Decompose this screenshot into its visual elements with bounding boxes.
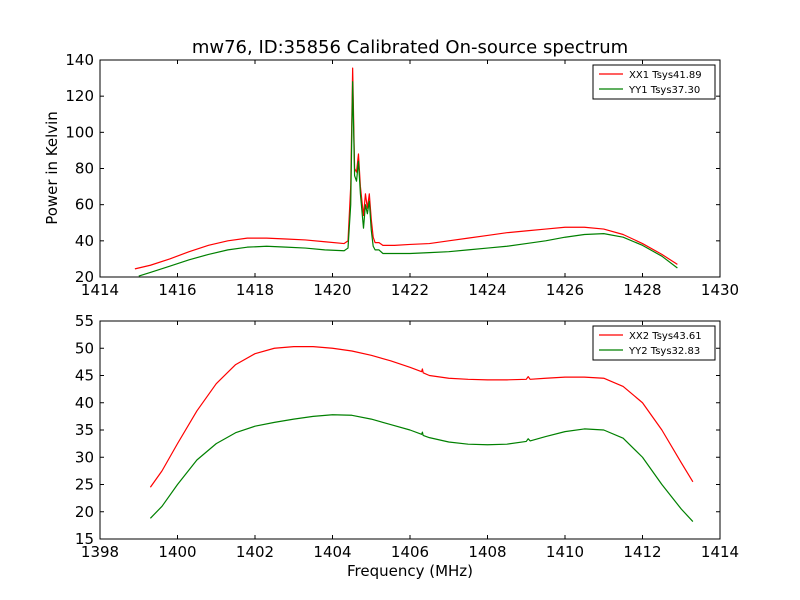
top-legend: XX1 Tsys41.89 YY1 Tsys37.30 (592, 64, 716, 100)
top-ticks-layer: 1414 1416 1418 1420 1422 1424 1426 1428 1430 20 40… (65, 51, 739, 299)
top-y-tick-label: 140 (65, 51, 94, 69)
top-x-tick-label: 1428 (623, 281, 661, 299)
top-series-line-0 (134, 67, 678, 270)
bottom-x-tick-label: 1402 (236, 543, 274, 561)
bottom-plot: 1398 1400 1402 1404 1406 1408 1410 1412 1414 15 20… (75, 312, 739, 561)
top-y-tick-label: 20 (75, 268, 94, 286)
top-y-axis-label: Power in Kelvin (43, 111, 61, 225)
bottom-y-tick-label: 40 (75, 394, 94, 412)
bottom-y-tick-label: 25 (75, 476, 94, 494)
top-series-layer (134, 67, 678, 277)
top-x-tick-label: 1416 (158, 281, 196, 299)
top-x-tick-label: 1420 (313, 281, 351, 299)
bottom-y-tick-label: 45 (75, 367, 94, 385)
bottom-x-axis-label: Frequency (MHz) (347, 562, 473, 580)
chart-title: mw76, ID:35856 Calibrated On-source spec… (192, 37, 628, 58)
top-legend-box (592, 64, 716, 100)
top-legend-label-0: XX1 Tsys41.89 (629, 70, 702, 81)
bottom-y-tick-label: 30 (75, 448, 94, 466)
bottom-x-tick-label: 1412 (623, 543, 661, 561)
bottom-legend: XX2 Tsys43.61 YY2 Tsys32.83 (592, 325, 716, 361)
bottom-y-tick-label: 55 (75, 312, 94, 330)
bottom-y-tick-label: 20 (75, 503, 94, 521)
top-x-tick-label: 1422 (391, 281, 429, 299)
bottom-x-tick-label: 1410 (546, 543, 584, 561)
top-y-tick-label: 60 (75, 196, 94, 214)
top-x-tick-label: 1426 (546, 281, 584, 299)
top-x-tick-label: 1430 (701, 281, 739, 299)
top-y-tick-label: 80 (75, 160, 94, 178)
top-y-tick-label: 100 (65, 123, 94, 141)
bottom-x-tick-label: 1414 (701, 543, 739, 561)
top-x-tick-label: 1418 (236, 281, 274, 299)
bottom-series-line-1 (149, 414, 694, 522)
top-plot: 1414 1416 1418 1420 1422 1424 1426 1428 1430 20 40… (65, 51, 739, 299)
bottom-x-tick-label: 1400 (158, 543, 196, 561)
bottom-ticks-layer: 1398 1400 1402 1404 1406 1408 1410 1412 1414 15 20… (75, 312, 739, 561)
bottom-y-tick-label: 50 (75, 339, 94, 357)
top-y-tick-label: 120 (65, 87, 94, 105)
top-x-tick-label: 1424 (468, 281, 506, 299)
top-y-tick-label: 40 (75, 232, 94, 250)
bottom-series-layer (149, 346, 694, 522)
bottom-x-tick-label: 1406 (391, 543, 429, 561)
top-x-tick-label: 1414 (81, 281, 119, 299)
bottom-x-tick-label: 1404 (313, 543, 351, 561)
bottom-legend-box (592, 325, 716, 361)
bottom-series-line-0 (149, 346, 694, 488)
bottom-legend-label-1: YY2 Tsys32.83 (628, 346, 700, 357)
bottom-y-tick-label: 35 (75, 421, 94, 439)
bottom-legend-label-0: XX2 Tsys43.61 (629, 331, 702, 342)
bottom-x-tick-label: 1398 (81, 543, 119, 561)
bottom-y-tick-label: 15 (75, 530, 94, 548)
top-legend-label-1: YY1 Tsys37.30 (628, 85, 700, 96)
bottom-x-tick-label: 1408 (468, 543, 506, 561)
top-series-line-1 (138, 81, 678, 277)
